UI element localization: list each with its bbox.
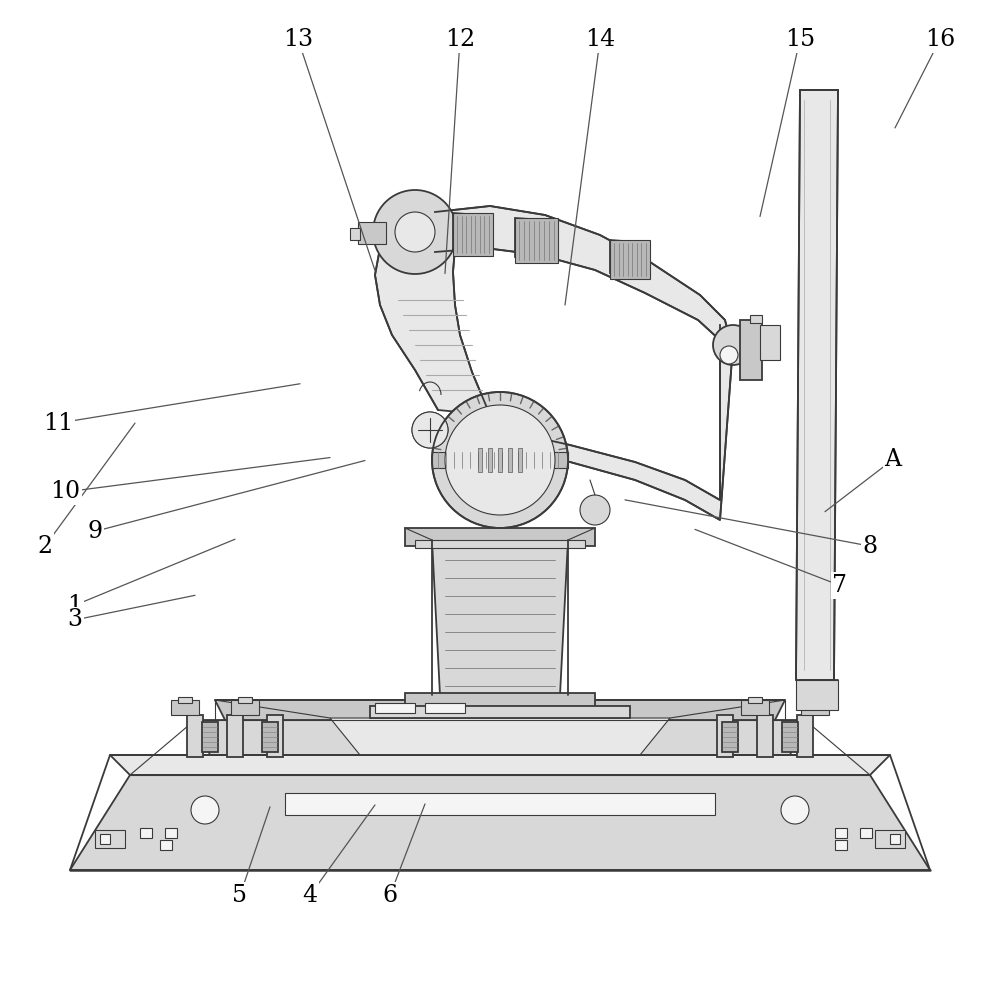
Polygon shape (610, 240, 650, 276)
Bar (860, 828, 872, 838)
Text: 5: 5 (232, 884, 248, 907)
Polygon shape (375, 235, 490, 415)
Bar (95, 830, 125, 848)
Text: 8: 8 (862, 534, 878, 558)
Bar (722, 722, 738, 752)
Bar (425, 703, 465, 713)
Bar (890, 834, 900, 844)
Bar (370, 706, 630, 718)
Polygon shape (432, 540, 568, 695)
Text: 14: 14 (585, 28, 615, 51)
Bar (835, 840, 847, 850)
Bar (350, 228, 360, 240)
Circle shape (580, 495, 610, 525)
Polygon shape (110, 755, 890, 775)
Bar (508, 448, 512, 472)
Bar (165, 828, 177, 838)
Bar (267, 715, 283, 757)
Bar (432, 452, 568, 468)
Bar (415, 540, 585, 548)
Bar (717, 715, 733, 757)
Circle shape (373, 190, 457, 274)
Bar (171, 700, 199, 715)
Bar (518, 448, 522, 472)
Bar (498, 448, 502, 472)
Bar (782, 722, 798, 752)
Polygon shape (512, 325, 733, 520)
Polygon shape (435, 206, 730, 358)
Polygon shape (330, 718, 670, 755)
Bar (140, 828, 152, 838)
Bar (478, 448, 482, 472)
Circle shape (445, 405, 555, 515)
Text: 7: 7 (832, 574, 848, 597)
Text: 12: 12 (445, 28, 475, 51)
Text: 1: 1 (67, 593, 83, 617)
Bar (515, 218, 558, 263)
Bar (875, 830, 905, 848)
Text: 4: 4 (302, 884, 318, 907)
Circle shape (395, 212, 435, 252)
Text: 3: 3 (68, 608, 82, 632)
Bar (750, 315, 762, 323)
Text: 2: 2 (37, 534, 53, 558)
Bar (740, 320, 762, 380)
Text: 13: 13 (283, 28, 313, 51)
Bar (488, 448, 492, 472)
Text: 16: 16 (925, 28, 955, 51)
Text: 6: 6 (382, 884, 398, 907)
Bar (453, 213, 493, 256)
Circle shape (412, 412, 448, 448)
Polygon shape (215, 700, 785, 720)
Text: 15: 15 (785, 28, 815, 51)
Circle shape (412, 412, 448, 448)
Polygon shape (453, 213, 493, 253)
Bar (227, 715, 243, 757)
Bar (405, 693, 595, 708)
Bar (178, 697, 192, 703)
Circle shape (781, 796, 809, 824)
Bar (285, 793, 715, 815)
Bar (748, 697, 762, 703)
Text: 10: 10 (50, 480, 80, 504)
Bar (160, 840, 172, 850)
Bar (375, 703, 415, 713)
Bar (262, 722, 278, 752)
Polygon shape (70, 775, 930, 870)
Bar (741, 700, 769, 715)
Bar (358, 222, 386, 244)
Bar (797, 715, 813, 757)
Text: 11: 11 (43, 411, 73, 435)
Bar (202, 722, 218, 752)
Polygon shape (515, 218, 558, 260)
Polygon shape (796, 90, 838, 680)
Bar (405, 528, 595, 546)
Bar (808, 697, 822, 703)
Circle shape (720, 346, 738, 364)
Bar (760, 325, 780, 360)
Circle shape (713, 325, 753, 365)
Bar (238, 697, 252, 703)
Text: 9: 9 (87, 520, 103, 543)
Bar (796, 680, 838, 710)
Bar (100, 834, 110, 844)
Bar (757, 715, 773, 757)
Bar (231, 700, 259, 715)
Text: A: A (885, 448, 902, 471)
Circle shape (191, 796, 219, 824)
Circle shape (432, 392, 568, 528)
Polygon shape (195, 720, 805, 755)
Bar (801, 700, 829, 715)
Bar (187, 715, 203, 757)
Bar (835, 828, 847, 838)
Bar (610, 240, 650, 279)
